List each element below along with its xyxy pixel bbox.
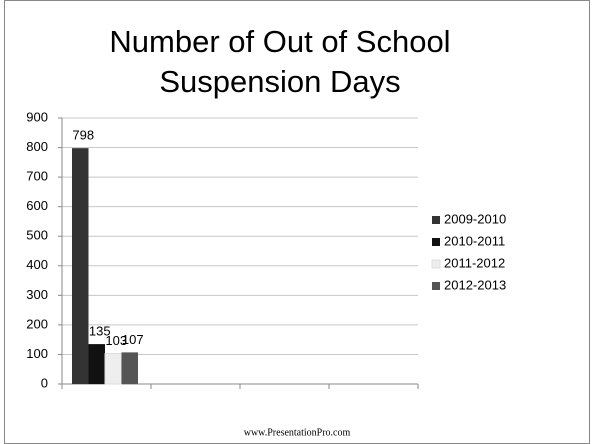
legend-label: 2010-2011 xyxy=(444,233,505,248)
y-tick-label: 900 xyxy=(26,109,48,124)
legend-label: 2009-2010 xyxy=(444,211,506,226)
chart-title: Number of Out of School Suspension Days xyxy=(109,24,451,99)
legend-label: 2012-2013 xyxy=(444,277,506,292)
data-label: 798 xyxy=(72,128,94,143)
data-label: 103 xyxy=(105,333,127,348)
legend-swatch xyxy=(432,216,440,224)
bar xyxy=(104,353,122,385)
y-tick-label: 800 xyxy=(26,139,48,154)
legend-label: 2011-2012 xyxy=(444,255,505,270)
y-tick-label: 600 xyxy=(26,198,48,213)
legend-swatch xyxy=(431,259,441,269)
y-tick-label: 300 xyxy=(26,287,48,302)
data-label: 107 xyxy=(122,332,144,347)
data-label: 135 xyxy=(89,324,111,339)
y-tick-label: 100 xyxy=(26,346,48,361)
legend-swatch xyxy=(432,238,440,246)
y-tick-label: 500 xyxy=(26,228,48,243)
bar xyxy=(88,344,105,384)
y-tick-label: 0 xyxy=(41,375,48,390)
footer: www.PresentationPro.com xyxy=(244,427,351,438)
legend-swatch xyxy=(432,282,440,290)
y-tick-label: 200 xyxy=(26,316,48,331)
bar xyxy=(121,352,138,384)
y-tick-label: 700 xyxy=(26,169,48,184)
bar xyxy=(72,148,89,384)
y-tick-label: 400 xyxy=(26,257,48,272)
